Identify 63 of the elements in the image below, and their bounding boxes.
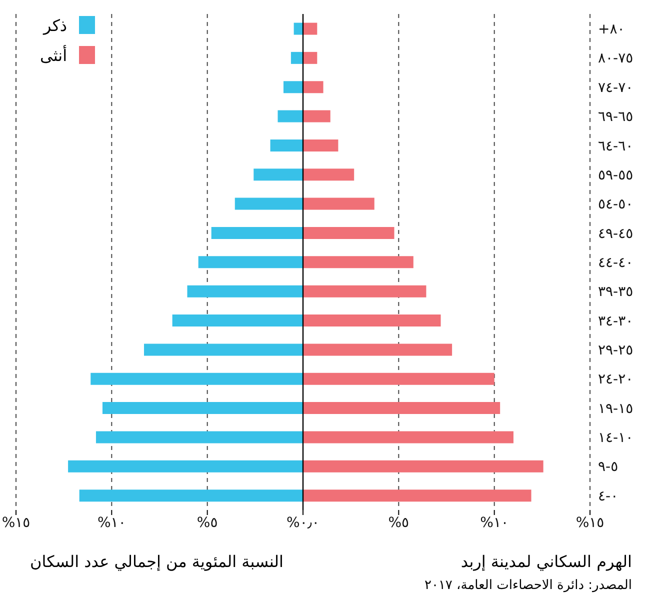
y-tick-label: ٥-٩ [598,459,618,476]
bar [187,285,303,298]
bar [144,344,303,356]
x-tick-label: %٠٫٠ [286,514,320,531]
bar [90,372,303,385]
y-tick-label: ٤٥-٤٩ [598,226,634,242]
y-tick-label: ٥٥-٥٩ [598,167,634,184]
bar [294,22,303,35]
y-tick-label: ٦٥-٦٩ [598,109,634,126]
bar [303,168,354,181]
bar [68,460,303,472]
bar [303,402,500,414]
bar [278,110,303,122]
bar [303,198,374,210]
bar [303,431,514,444]
bar [303,81,324,94]
bar [96,431,303,444]
text: المصدر: دائرة الاحصاءات العامة، ٢٠١٧ [424,578,632,593]
legend-label: ذكر [43,16,68,34]
bar [303,490,532,502]
x-tick-label: %١٥ [576,514,604,531]
legend-label: أنثى [40,46,68,64]
y-tick-label: ١٥-١٩ [598,400,634,417]
bar [303,226,394,239]
bar [172,314,303,327]
x-axis-title: النسبة المئوية من إجمالي عدد السكان [30,552,284,571]
bar [303,372,494,385]
bar [303,344,452,356]
y-tick-label: ٧٥-٨٠ [598,50,634,67]
bar [234,198,303,210]
bar [270,139,303,152]
bar [303,22,318,35]
bar [303,256,414,268]
bar [102,402,303,414]
bar [303,139,338,152]
y-tick-label: ٣٠-٣٤ [598,313,634,330]
y-tick-label: ٠-٤ [598,488,618,504]
x-tick-label: %٥ [388,514,410,531]
x-tick-label: %١٥ [2,514,30,531]
text: الهرم السكاني لمدينة إربد [460,552,632,571]
y-tick-label: ٧٠-٧٤ [598,80,634,96]
bar [303,110,330,122]
bar [290,52,303,64]
bar [211,226,303,239]
bar [303,52,318,64]
bar [79,490,303,502]
y-tick-label: ٣٥-٣٩ [598,284,634,300]
bar [303,314,441,327]
y-tick-label: +٨٠ [598,22,625,38]
bar [303,460,544,472]
y-tick-label: ١٠-١٤ [598,430,634,446]
bar [283,81,303,94]
y-tick-label: ٦٠-٦٤ [598,138,634,154]
y-tick-label: ٤٠-٤٤ [598,254,634,271]
bar [254,168,303,181]
y-tick-label: ٢٥-٢٩ [598,342,634,358]
x-tick-label: %١٠ [97,514,126,531]
x-tick-label: %١٠ [480,514,509,531]
bar [303,285,426,298]
bar [198,256,303,268]
x-tick-label: %٥ [196,514,218,531]
y-tick-label: ٢٠-٢٤ [598,372,634,388]
y-tick-label: ٥٠-٥٤ [598,196,634,213]
